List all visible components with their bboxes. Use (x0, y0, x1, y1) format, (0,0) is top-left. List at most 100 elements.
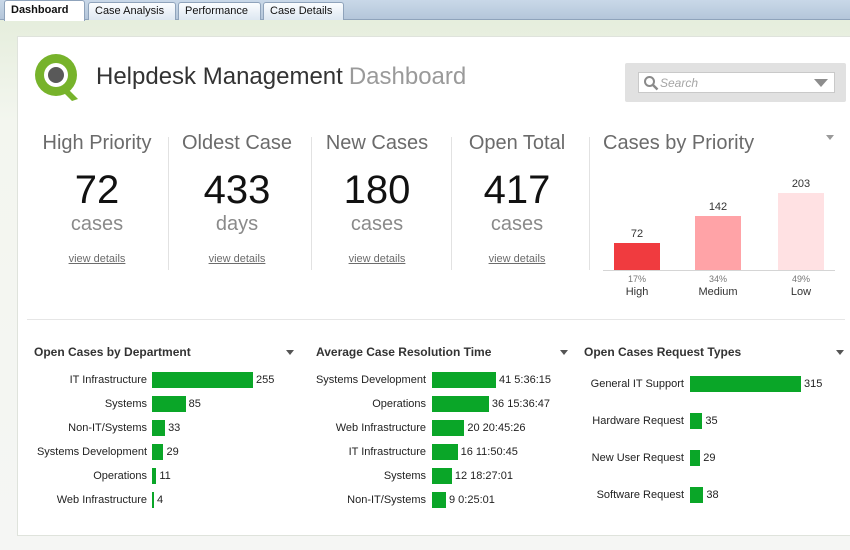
tab-bar: Dashboard Case Analysis Performance Case… (0, 0, 850, 21)
bar-category-label: High (625, 286, 649, 298)
kpi-unit: cases (350, 213, 404, 235)
chevron-down-icon[interactable] (826, 135, 834, 140)
bar-value-label: 72 (630, 227, 644, 240)
priority-chart-title: Cases by Priority (603, 132, 755, 154)
bar-value-label: 36 15:36:47 (491, 398, 551, 410)
bar-percent-label: 49% (791, 274, 810, 284)
row-label: Web Infrastructure (56, 494, 147, 506)
bar-value-label: 38 (706, 489, 719, 501)
bar (152, 396, 186, 412)
priority-chart-axis (603, 270, 835, 271)
priority-bar (614, 242, 660, 270)
row-label: Operations (372, 398, 426, 410)
tab-case-analysis[interactable]: Case Analysis (88, 2, 176, 20)
bar-value-label: 255 (256, 374, 275, 386)
tab-case-details[interactable]: Case Details (263, 2, 344, 20)
bar (152, 444, 164, 460)
bar-value-label: 20 20:45:26 (467, 422, 526, 434)
qlik-logo-icon (35, 54, 78, 101)
row-label: Operations (93, 470, 147, 482)
kpi-unit: days (215, 213, 259, 235)
bar-value-label: 85 (188, 398, 201, 410)
kpi-value: 180 (343, 168, 411, 212)
kpi-label: High Priority (42, 132, 152, 154)
bar-percent-label: 34% (708, 274, 727, 284)
row-label: Non-IT/Systems (68, 422, 147, 434)
view-details-link[interactable]: view details (68, 253, 126, 265)
chevron-down-icon[interactable] (560, 350, 568, 355)
bar (432, 492, 446, 508)
row-label: Software Request (596, 489, 684, 501)
divider (451, 137, 452, 270)
request-types-chart-title: Open Cases Request Types (584, 345, 742, 359)
bar (432, 444, 458, 460)
search-input[interactable]: Search (638, 72, 835, 93)
app-title: Helpdesk Management (96, 63, 343, 90)
divider (311, 137, 312, 270)
bar (432, 468, 452, 484)
tab-label: Case Details (270, 5, 333, 17)
page-title: Helpdesk Management Dashboard (96, 63, 466, 91)
bar-value-label: 29 (703, 452, 716, 464)
kpi-label: Open Total (468, 132, 566, 154)
bar (432, 420, 465, 436)
row-label: Systems Development (315, 374, 426, 386)
row-label: New User Request (591, 452, 684, 464)
kpi-oldest-case: Oldest Case 433 days view details (168, 132, 306, 267)
row-label: IT Infrastructure (348, 446, 426, 458)
section-divider (27, 319, 845, 320)
bar (690, 376, 801, 392)
row-label: Hardware Request (592, 415, 684, 427)
bar-value-label: 41 5:36:15 (499, 374, 551, 386)
bar (690, 450, 701, 466)
bar-value-label: 203 (791, 177, 811, 190)
bar-value-label: 29 (166, 446, 179, 458)
bar (152, 468, 157, 484)
tab-label: Case Analysis (95, 5, 165, 17)
view-details-link[interactable]: view details (208, 253, 266, 265)
bar-value-label: 4 (157, 494, 164, 506)
bar-value-label: 35 (705, 415, 718, 427)
bar (432, 372, 496, 388)
bar (152, 372, 253, 388)
search-container: Search (625, 63, 846, 102)
priority-bar (778, 192, 824, 270)
row-label: Systems Development (36, 446, 147, 458)
chevron-down-icon[interactable] (836, 350, 844, 355)
bar-value-label: 12 18:27:01 (454, 470, 513, 482)
chevron-down-icon[interactable] (814, 79, 828, 87)
bar (690, 413, 703, 429)
bar-category-label: Medium (698, 286, 738, 298)
kpi-value: 417 (483, 168, 551, 212)
kpi-high-priority: High Priority 72 cases view details (28, 132, 166, 267)
search-icon (644, 76, 659, 91)
bar-category-label: Low (790, 286, 812, 298)
row-label: Web Infrastructure (335, 422, 426, 434)
bar (432, 396, 489, 412)
tab-label: Performance (185, 5, 248, 17)
resolution-chart-title: Average Case Resolution Time (316, 345, 492, 359)
bar-value-label: 142 (708, 200, 728, 213)
row-label: Systems (104, 398, 147, 410)
divider (589, 137, 590, 270)
kpi-value: 433 (203, 168, 271, 212)
row-label: Systems (383, 470, 426, 482)
view-details-link[interactable]: view details (348, 253, 406, 265)
kpi-label: New Cases (325, 132, 429, 154)
bar-value-label: 315 (804, 378, 823, 390)
bar-value-label: 9 0:25:01 (448, 494, 495, 506)
department-chart-title: Open Cases by Department (34, 345, 191, 359)
kpi-unit: cases (490, 213, 544, 235)
row-label: Non-IT/Systems (347, 494, 426, 506)
view-details-link[interactable]: view details (488, 253, 546, 265)
chevron-down-icon[interactable] (286, 350, 294, 355)
priority-bar (695, 215, 741, 270)
kpi-value: 72 (74, 168, 120, 212)
bar-value-label: 16 11:50:45 (460, 446, 518, 458)
page-subtitle: Dashboard (348, 63, 467, 90)
tab-dashboard[interactable]: Dashboard (4, 0, 85, 21)
row-label: General IT Support (590, 378, 684, 390)
tab-performance[interactable]: Performance (178, 2, 261, 20)
kpi-open-total: Open Total 417 cases view details (448, 132, 586, 267)
row-label: IT Infrastructure (69, 374, 147, 386)
